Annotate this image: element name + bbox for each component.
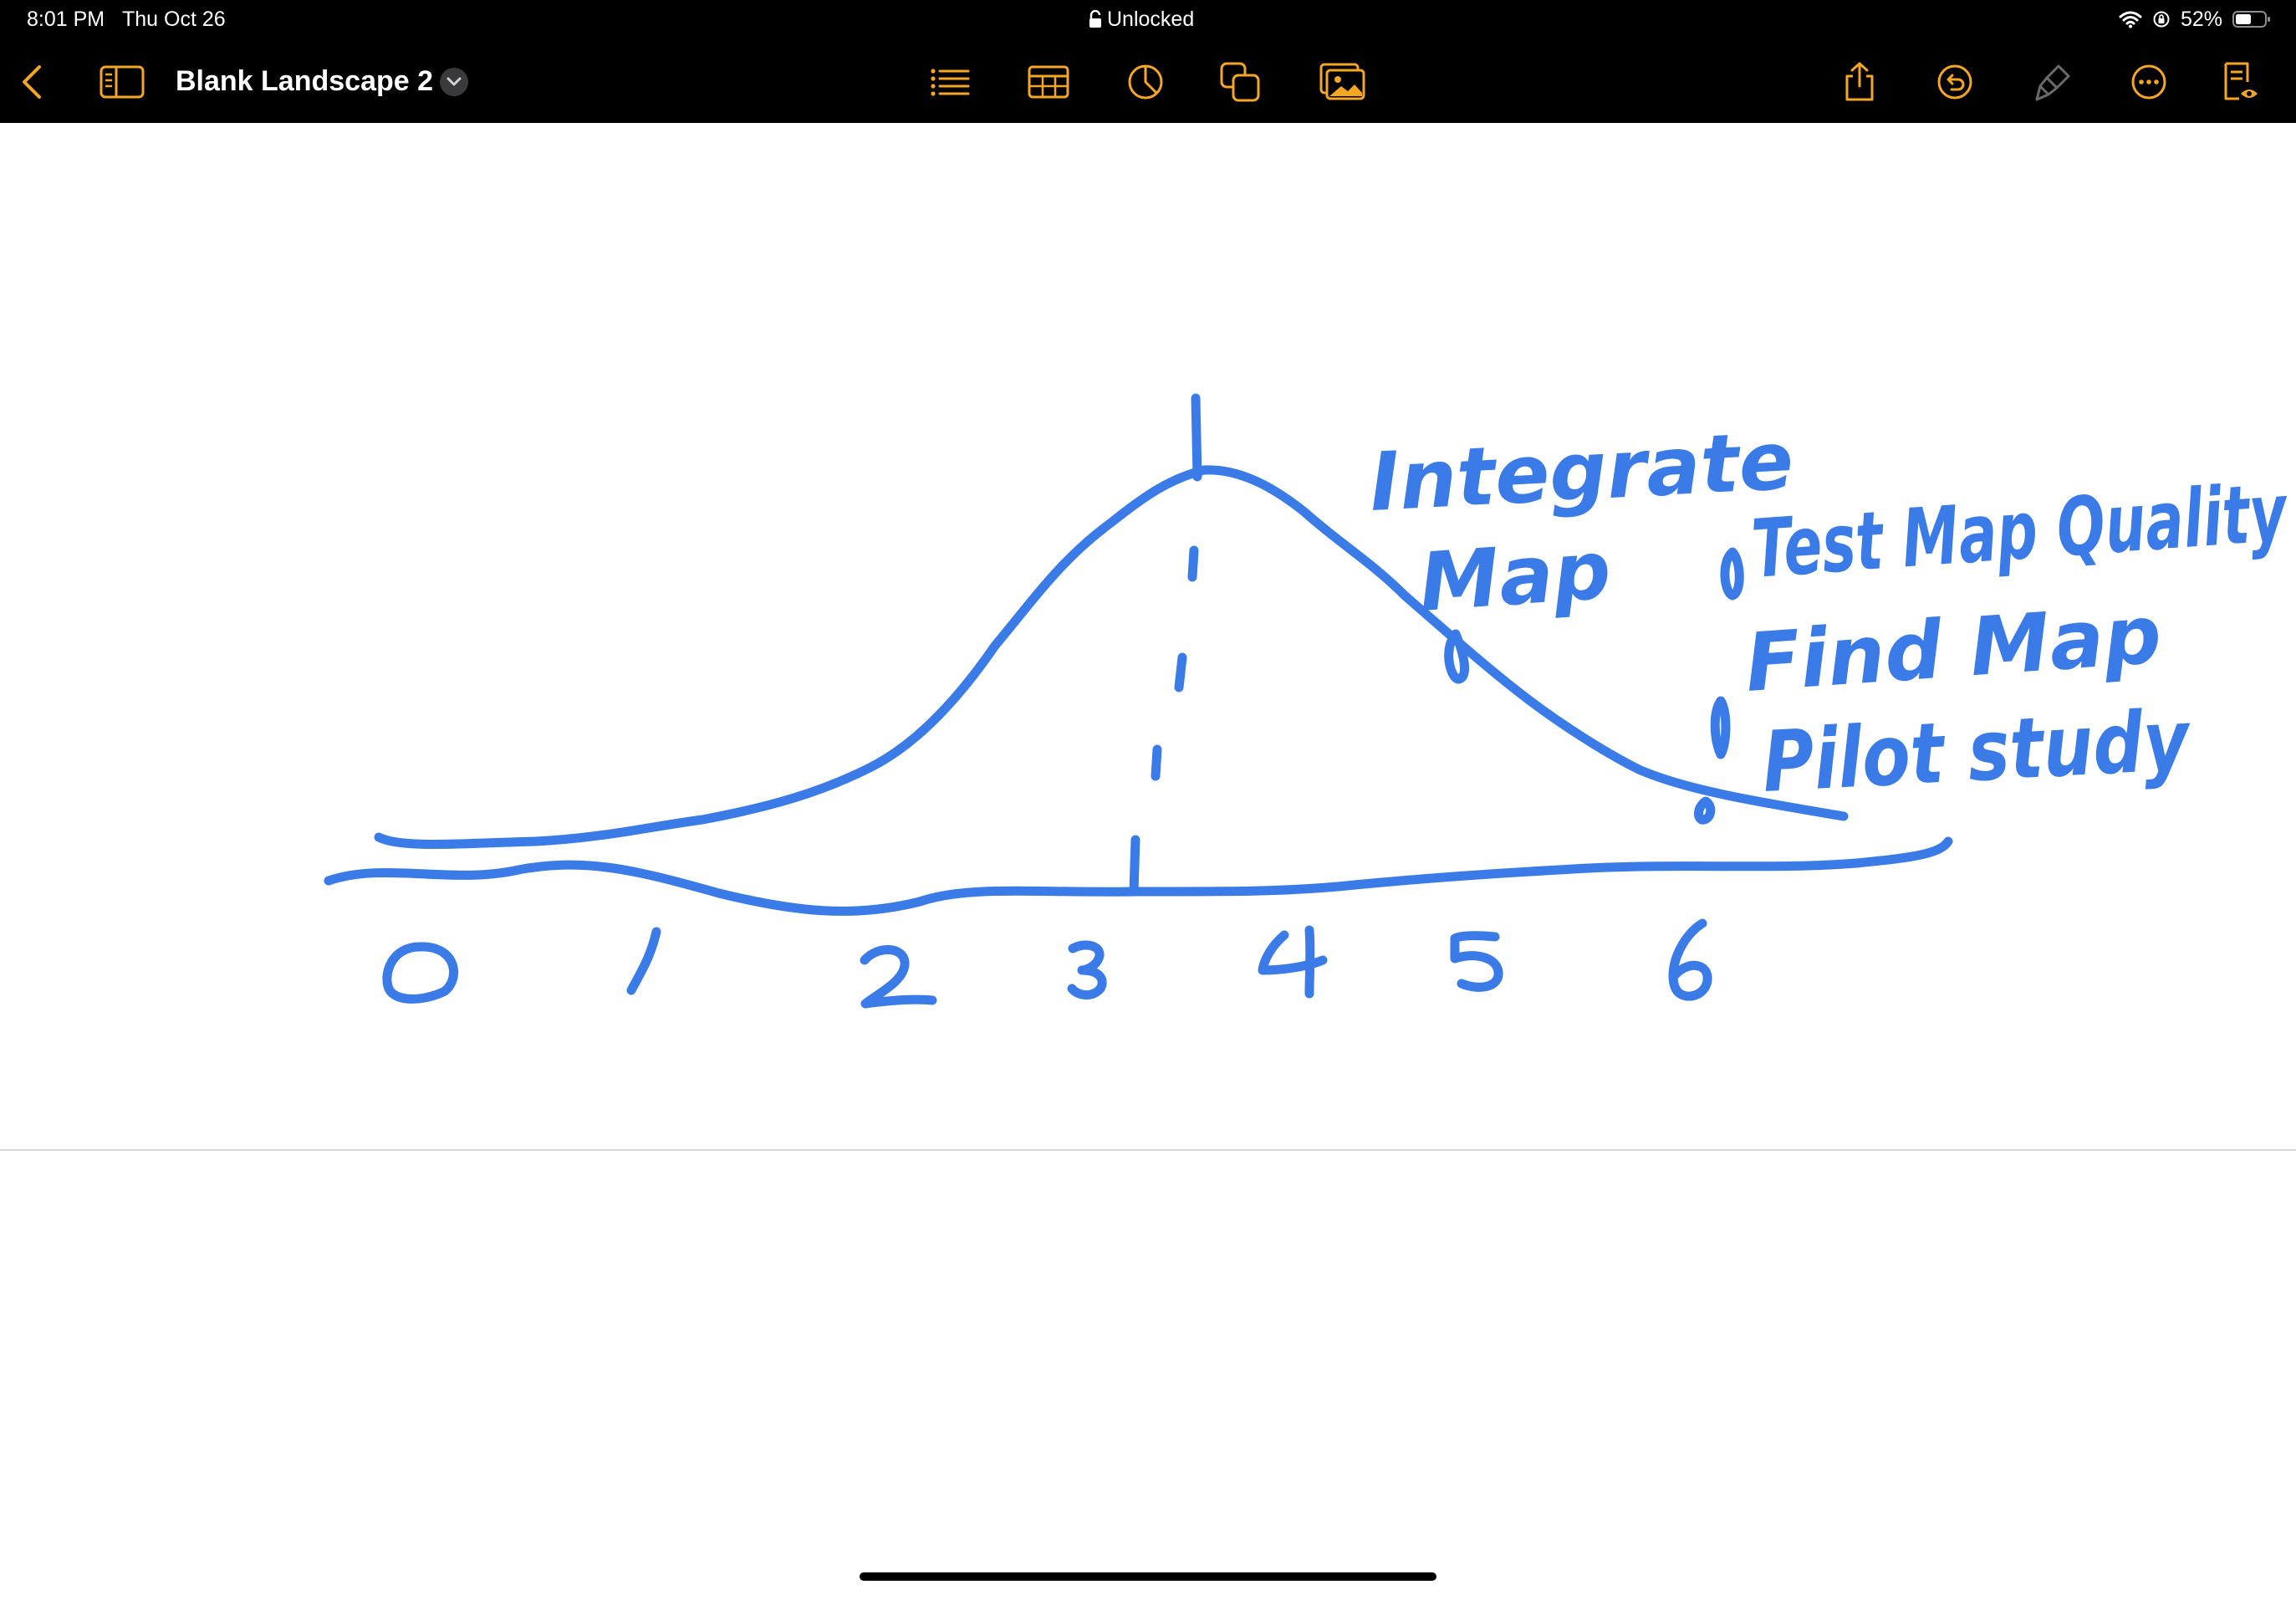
lock-status: Unlocked	[1089, 0, 1222, 38]
share-icon	[1845, 62, 1874, 101]
document-title[interactable]: Blank Landscape 2	[176, 65, 434, 97]
sketch-digit-6	[1668, 918, 1712, 1001]
table-icon	[1028, 65, 1069, 99]
status-date: Thu Oct 26	[122, 8, 226, 31]
status-time: 8:01 PM	[27, 8, 105, 31]
more-button[interactable]	[2122, 55, 2176, 109]
status-right: 52%	[2119, 0, 2271, 38]
wifi-icon	[2119, 11, 2142, 28]
back-chevron-icon	[23, 65, 41, 99]
reading-view-icon	[2224, 62, 2258, 100]
sketch-bullet-1	[1720, 547, 1744, 601]
insert-media-button[interactable]	[1316, 55, 1370, 109]
sketch-axis-tick	[1129, 835, 1140, 897]
media-icon	[1319, 63, 1365, 100]
sketch-digit-5	[1450, 931, 1503, 992]
share-button[interactable]	[1833, 55, 1886, 109]
chevron-down-icon	[446, 77, 462, 86]
sketch-bullet-3	[1694, 796, 1716, 825]
title-menu-button[interactable]	[440, 68, 468, 96]
sketch-digit-0	[382, 942, 459, 1004]
sketch-bell-curve	[374, 465, 1849, 849]
annotation-integrate: Integrate	[1367, 414, 1795, 529]
more-icon	[2131, 64, 2166, 100]
page-divider	[0, 1149, 2296, 1151]
format-brush-icon	[2035, 64, 2070, 101]
home-indicator[interactable]	[860, 1572, 1436, 1581]
lock-icon	[1089, 10, 1101, 28]
orientation-lock-icon	[2153, 11, 2170, 28]
sketch-dashed-line	[1151, 545, 1199, 781]
list-icon	[931, 69, 970, 96]
annotation-map: Map	[1416, 523, 1614, 630]
top-bar: 8:01 PM Thu Oct 26 Unlocked 52%	[0, 0, 2296, 123]
document-canvas[interactable]: Integrate Map Test Map Quality Find Map …	[0, 123, 2296, 1596]
annotation-bullet-3: Pilot study	[1760, 691, 2194, 811]
reading-view-button[interactable]	[2214, 55, 2268, 109]
annotation-bullet-1: Test Map Quality	[1749, 465, 2292, 596]
sketch-digit-2	[860, 945, 937, 1009]
battery-percent: 52%	[2180, 8, 2222, 31]
annotation-bullet-2: Find Map	[1742, 587, 2165, 709]
format-button[interactable]	[2027, 55, 2080, 109]
lock-label: Unlocked	[1107, 8, 1195, 31]
sidebar-button[interactable]	[95, 55, 149, 109]
battery-icon	[2232, 11, 2270, 28]
sketch-drawing: Integrate Map Test Map Quality Find Map …	[324, 393, 2292, 1009]
sketch-digit-1	[626, 927, 661, 995]
undo-icon	[1937, 64, 1972, 100]
insert-chart-button[interactable]	[1119, 55, 1172, 109]
back-button[interactable]	[5, 55, 59, 109]
chart-icon	[1128, 64, 1163, 100]
sketch-digit-4	[1258, 925, 1328, 999]
undo-button[interactable]	[1928, 55, 1982, 109]
sidebar-icon	[99, 65, 145, 99]
toolbar: Blank Landscape 2	[0, 43, 2296, 119]
sketch-bullet-curve	[1444, 629, 1469, 684]
insert-list-button[interactable]	[923, 55, 977, 109]
sketch-peak-tick	[1191, 393, 1202, 482]
shapes-icon	[1220, 62, 1260, 102]
status-bar: 8:01 PM Thu Oct 26 Unlocked 52%	[0, 0, 2296, 38]
insert-table-button[interactable]	[1022, 55, 1075, 109]
sketch-digit-3	[1067, 940, 1107, 999]
sketch-bullet-2	[1710, 696, 1731, 759]
insert-shape-button[interactable]	[1214, 55, 1268, 109]
